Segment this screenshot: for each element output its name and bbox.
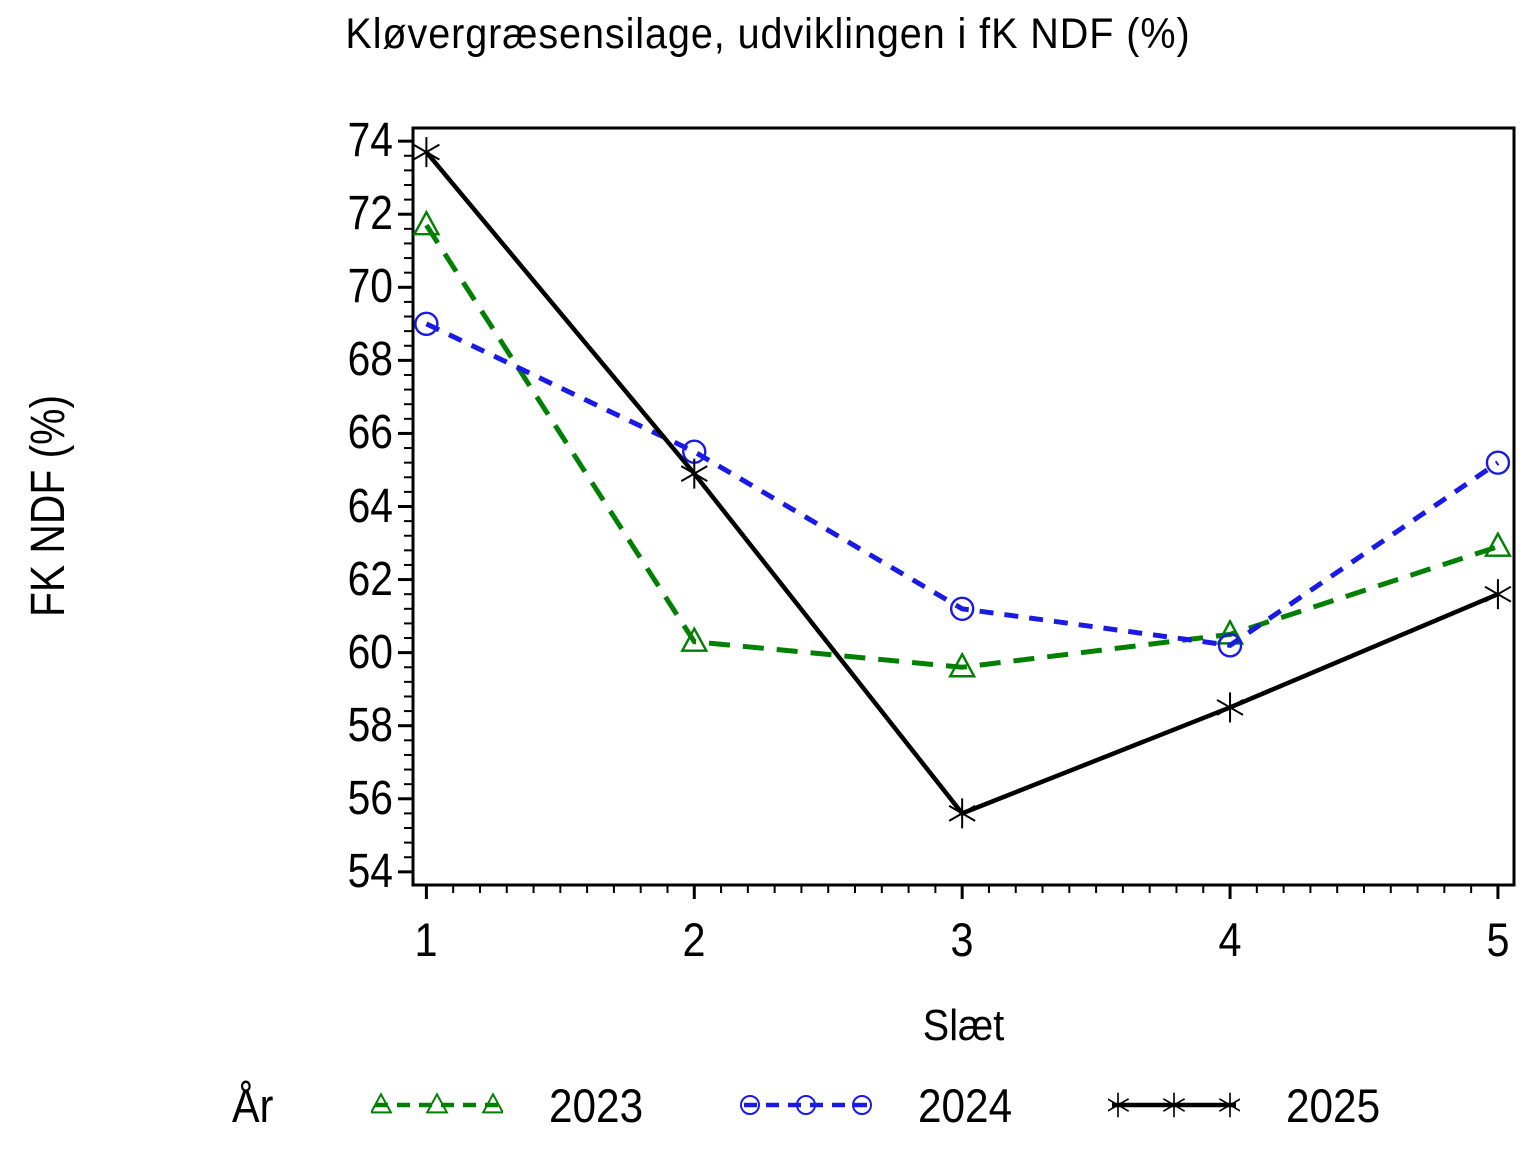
asterisk-marker [1216,692,1244,723]
plot-frame [411,126,1516,887]
triangle-marker [481,1092,503,1114]
triangle-marker [680,626,709,652]
circle-marker [739,1094,760,1116]
legend-item-label: 2024 [917,1078,1012,1132]
y-tick-label: 66 [347,406,393,460]
legend-sample-2025 [1108,1092,1241,1118]
circle-marker [795,1094,816,1116]
legend-item-2024: 2024 [739,1078,1023,1133]
x-tick-label: 1 [414,913,438,966]
y-tick-label: 70 [347,260,393,314]
asterisk-marker [948,798,976,829]
circle-marker [414,311,439,337]
chart-title: Kløvergræsensilage, udviklingen i fK NDF… [345,10,1191,58]
legend: År 2023 2024 2025 [232,1070,1477,1140]
asterisk-marker [1163,1092,1186,1118]
series-line-2025 [424,150,1499,817]
triangle-marker [425,1092,449,1114]
y-tick-label: 74 [347,114,393,168]
legend-items: 2023 2024 2025 [371,1078,1477,1133]
circle-marker [1485,450,1511,475]
legend-item-2023: 2023 [371,1078,654,1133]
legend-sample-2023 [371,1092,503,1114]
circle-marker [949,596,975,621]
asterisk-marker [1484,579,1512,610]
asterisk-marker [680,458,708,489]
x-tick-label: 5 [1486,913,1510,966]
circle-marker [1217,633,1243,658]
y-tick-label: 54 [347,844,393,898]
triangle-marker [1483,531,1512,557]
triangle-marker [412,209,441,236]
y-tick-label: 60 [347,625,393,679]
triangle-marker [371,1092,393,1114]
y-tick-label: 62 [347,552,393,606]
y-tick-label: 68 [347,333,393,387]
legend-item-label: 2025 [1286,1078,1381,1132]
y-tick-label: 64 [347,479,393,533]
legend-title: År [232,1078,274,1132]
y-tick-label: 58 [347,698,393,752]
y-tick-label: 72 [347,187,393,241]
x-tick-label: 4 [1218,913,1242,966]
y-tick-label: 56 [347,771,393,825]
series-line-2023 [424,223,1499,670]
asterisk-marker [1108,1092,1130,1118]
legend-sample-2024 [739,1094,872,1116]
x-tick-label: 3 [950,913,974,966]
series-line-2024 [425,321,1500,648]
legend-item-label: 2023 [549,1078,644,1132]
x-axis-label: Slæt [922,1001,1005,1050]
x-tick-label: 2 [682,913,706,966]
asterisk-marker [1219,1092,1241,1118]
circle-marker [851,1094,872,1116]
triangle-marker [948,651,977,678]
legend-item-2025: 2025 [1108,1078,1391,1133]
asterisk-marker [412,137,440,168]
